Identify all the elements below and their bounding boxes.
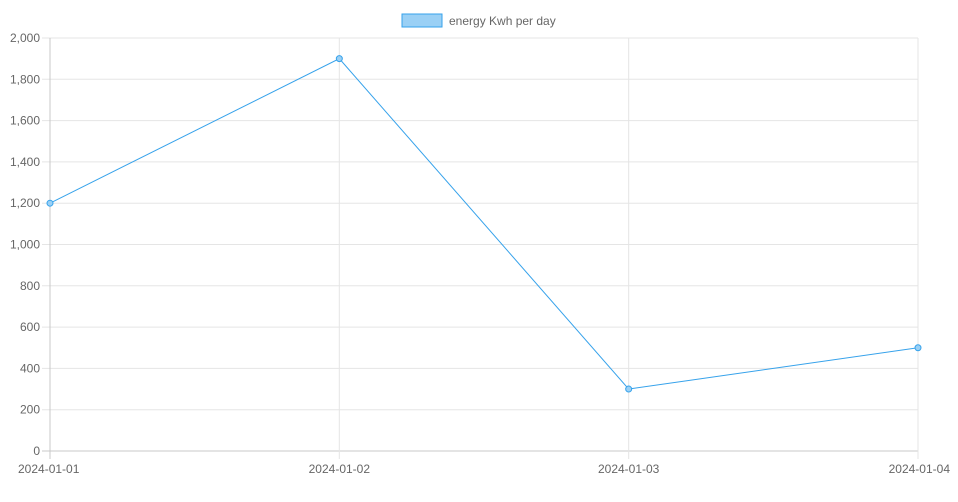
data-points[interactable] — [46, 55, 922, 393]
y-tick-label: 400 — [20, 361, 40, 375]
x-tick-label: 2024-01-02 — [309, 462, 371, 476]
x-gridlines — [49, 38, 919, 459]
legend[interactable]: energy Kwh per day — [401, 13, 556, 28]
x-tick-label: 2024-01-03 — [598, 462, 660, 476]
y-axis-tick-labels: 0 200 400 600 800 1,000 1,200 1,400 1,600 1,800 2,… — [10, 31, 40, 458]
legend-swatch[interactable] — [401, 13, 443, 28]
legend-label[interactable]: energy Kwh per day — [449, 14, 556, 28]
data-point[interactable] — [46, 199, 54, 207]
y-tick-label: 1,000 — [10, 238, 40, 252]
y-tick-label: 800 — [20, 279, 40, 293]
y-tick-label: 2,000 — [10, 31, 40, 45]
x-tick-label: 2024-01-01 — [18, 462, 80, 476]
x-tick-label: 2024-01-04 — [889, 462, 951, 476]
series-line — [49, 58, 919, 390]
y-tick-label: 200 — [20, 403, 40, 417]
data-point[interactable] — [625, 385, 633, 393]
y-tick-label: 600 — [20, 320, 40, 334]
x-axis-tick-labels: 2024-01-01 2024-01-02 2024-01-03 2024-01-04 — [18, 462, 950, 476]
y-tick-label: 1,200 — [10, 196, 40, 210]
y-tick-label: 1,600 — [10, 114, 40, 128]
y-gridlines — [42, 37, 918, 452]
data-point[interactable] — [914, 344, 922, 352]
y-tick-label: 1,400 — [10, 155, 40, 169]
y-tick-label: 1,800 — [10, 72, 40, 86]
y-tick-label: 0 — [33, 444, 40, 458]
data-point[interactable] — [335, 55, 343, 63]
